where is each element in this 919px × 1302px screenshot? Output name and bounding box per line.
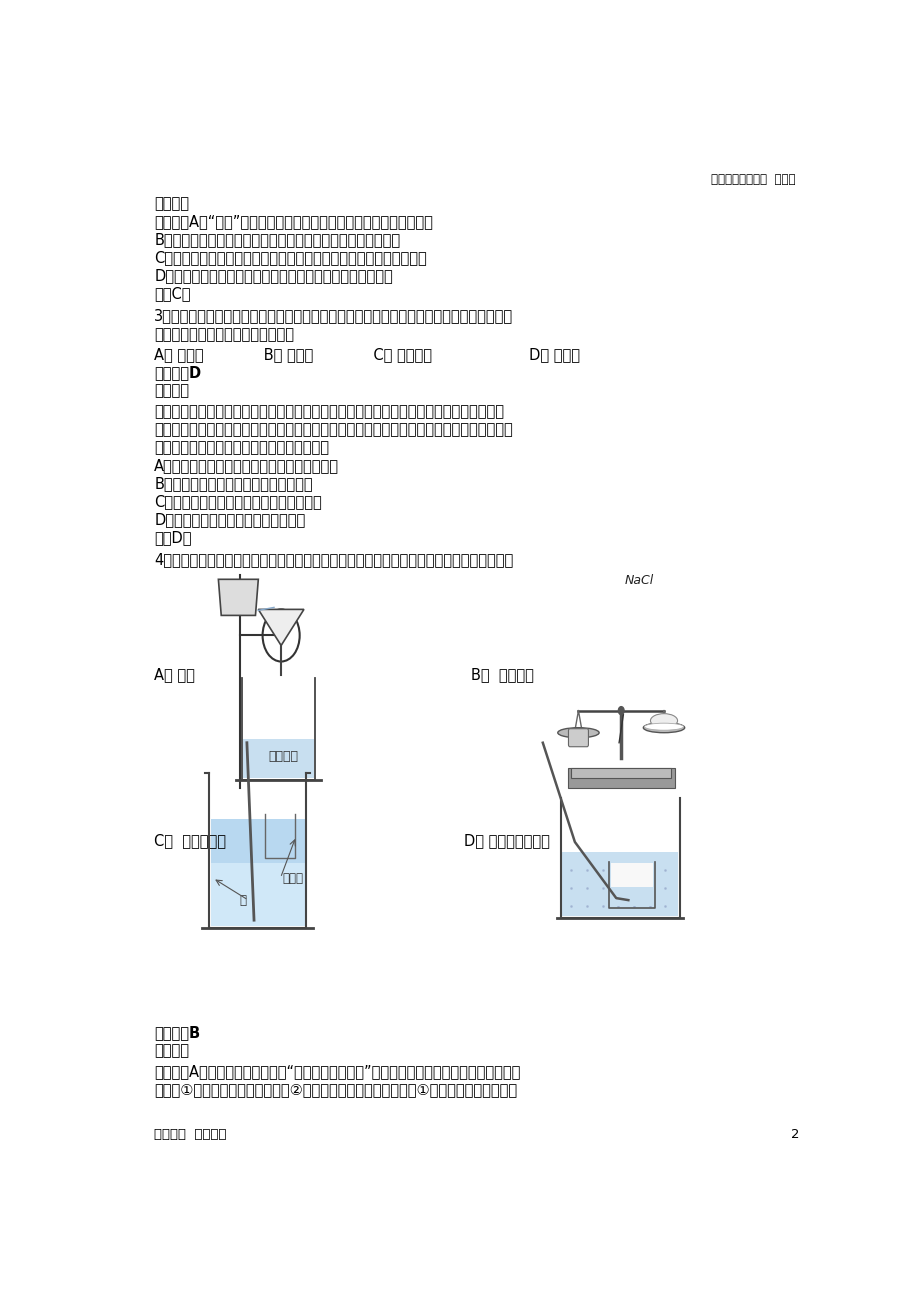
FancyBboxPatch shape [568,729,588,747]
Bar [571,768,671,777]
Text: 《详解》A、过滤液体时，要注意“一贴、二低、三靠”的原则，一贴（滤纸紧贴漏斗内壁），: 《详解》A、过滤液体时，要注意“一贴、二低、三靠”的原则，一贴（滤纸紧贴漏斗内壁… [154,1065,520,1079]
Text: 好好学习  天天向上: 好好学习 天天向上 [154,1128,226,1141]
Bar [610,863,652,888]
Text: 的是维生素，即需要补充富含维生素的食物。: 的是维生素，即需要补充富含维生素的食物。 [154,440,329,454]
Ellipse shape [642,723,684,733]
Polygon shape [218,579,258,616]
Text: A、炸鸡腿中富含蛋白质、油脂，不符合题意；: A、炸鸡腿中富含蛋白质、油脂，不符合题意； [154,458,339,473]
Text: 4．化学是以实验为基础的科学，而实验需要遵守一定的操作规程。下列实验操作不正确的是: 4．化学是以实验为基础的科学，而实验需要遵守一定的操作规程。下列实验操作不正确的… [154,552,513,568]
Text: 《解析》: 《解析》 [154,1043,189,1059]
Text: D、放飞和平鸽没有产生新物质，是物理变化；不符合题意；: D、放飞和平鸽没有产生新物质，是物理变化；不符合题意； [154,268,392,284]
Text: 《解析》: 《解析》 [154,197,189,211]
Text: 不断搔拌: 不断搔拌 [268,750,298,763]
Ellipse shape [557,728,598,738]
Text: 《解析》: 《解析》 [154,383,189,398]
Text: B．  称量药品: B． 称量药品 [471,668,534,682]
Ellipse shape [650,713,676,728]
Text: 故选D。: 故选D。 [154,530,191,546]
Bar [567,768,674,788]
Text: B、粉蒸肉中富含蛋白质，不符合题意；: B、粉蒸肉中富含蛋白质，不符合题意； [154,477,312,491]
Bar [243,740,313,777]
Text: D． 排水法收集气体: D． 排水法收集气体 [464,833,550,848]
Bar [210,863,304,926]
Text: C、点燃奥运圣火，物质燃烧会产生新物质，是化学变化；符合题意；: C、点燃奥运圣火，物质燃烧会产生新物质，是化学变化；符合题意； [154,250,426,266]
Polygon shape [258,609,303,646]
Bar [210,819,304,863]
Text: B、升奥运五环旗没有产生新物质，是物理变化；不符合题意；: B、升奥运五环旗没有产生新物质，是物理变化；不符合题意； [154,233,400,247]
Text: 二低（①滤纸边缘低于漏斗边缘；②液面低于滤纸边缘），三靠（①盛混合物的烧杯紧靠玻: 二低（①滤纸边缘低于漏斗边缘；②液面低于滤纸边缘），三靠（①盛混合物的烧杯紧靠玻 [154,1082,516,1098]
Text: 《答案》B: 《答案》B [154,1026,200,1040]
Text: A． 过滤: A． 过滤 [154,668,195,682]
Text: 《答案》D: 《答案》D [154,365,201,380]
Text: 3．临近中考，小明娈娈为他准备了以下美食：红烧牛肉、蒸鸡蛋、粉丝汤、米饭。从营养均: 3．临近中考，小明娈娈为他准备了以下美食：红烧牛肉、蒸鸡蛋、粉丝汤、米饭。从营养… [154,309,513,324]
Text: A． 炸鸡腿             B． 粉蒸肉             C． 鹻婆豆腐                     D． 炒青菜: A． 炸鸡腿 B． 粉蒸肉 C． 鹻婆豆腐 D． 炒青菜 [154,346,580,362]
Text: D、炒青菜中富含维生素，符合题意；: D、炒青菜中富含维生素，符合题意； [154,512,305,527]
Text: 故选C。: 故选C。 [154,286,190,302]
Text: 衡的角度分析，还需要补充的食物是: 衡的角度分析，还需要补充的食物是 [154,327,294,341]
Text: 浓硫酸: 浓硫酸 [282,871,303,884]
Text: 2: 2 [790,1128,799,1141]
Text: 《详解》A、“雪花”飞舞没有产生新物质，是物理变化；不符合题意；: 《详解》A、“雪花”飞舞没有产生新物质，是物理变化；不符合题意； [154,215,433,229]
Text: C．  稀释浓硫酸: C． 稀释浓硫酸 [154,833,226,848]
Text: 祝您考上理想学校  加油！: 祝您考上理想学校 加油！ [710,173,795,186]
Text: 富含淠粉，淠粉属于糖类，红烧牛肉、蒸鸡蛋、粉丝汤中富含蛋白质、无机盐和油脂，故缺少: 富含淠粉，淠粉属于糖类，红烧牛肉、蒸鸡蛋、粉丝汤中富含蛋白质、无机盐和油脂，故缺… [154,422,513,437]
Text: C、鹻婆豆腐中富含蛋白质，不符合题意；: C、鹻婆豆腐中富含蛋白质，不符合题意； [154,493,322,509]
Ellipse shape [643,723,683,730]
Text: NaCl: NaCl [624,574,653,587]
Bar [610,888,652,906]
Circle shape [618,707,623,715]
Text: 水: 水 [240,893,246,906]
Bar [562,852,677,917]
Text: 《详解》人体需要的六大类营养物质：蛋白质、糖类、油脂、维生素、无机盐和水，米饭中: 《详解》人体需要的六大类营养物质：蛋白质、糖类、油脂、维生素、无机盐和水，米饭中 [154,404,504,419]
